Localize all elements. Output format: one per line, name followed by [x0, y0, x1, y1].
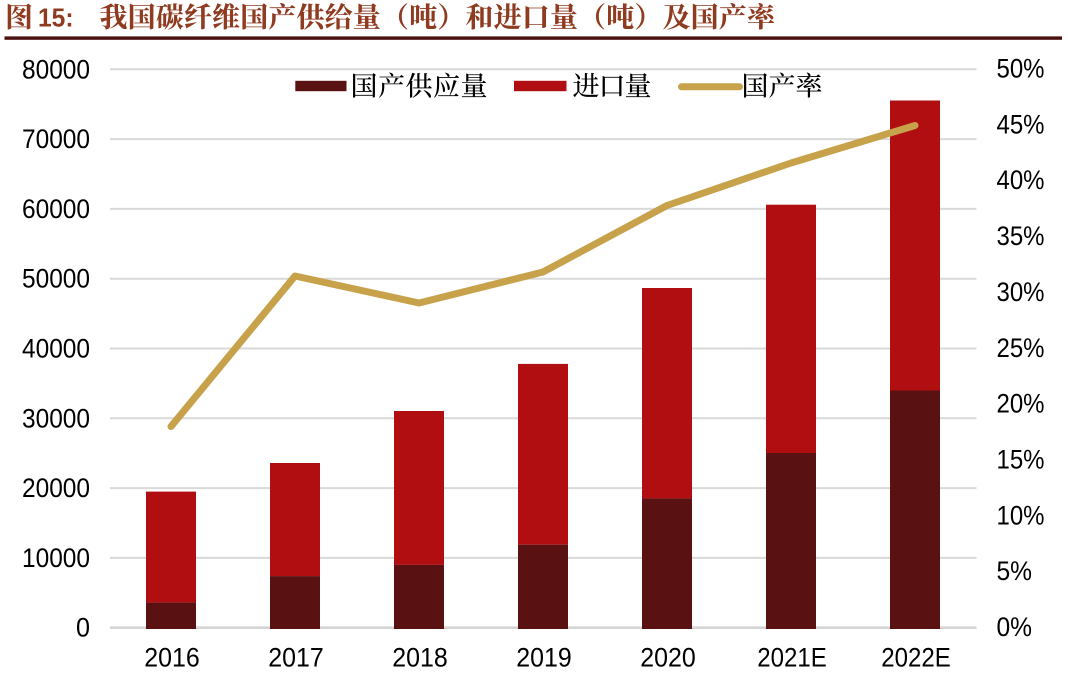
- svg-text:2016: 2016: [144, 643, 200, 673]
- svg-text:0%: 0%: [997, 612, 1033, 642]
- svg-text:2019: 2019: [516, 643, 572, 673]
- svg-text:20%: 20%: [997, 389, 1045, 419]
- svg-text:30%: 30%: [997, 277, 1045, 307]
- svg-text:5%: 5%: [997, 556, 1033, 586]
- svg-text:2022E: 2022E: [881, 643, 951, 673]
- svg-text:35%: 35%: [997, 221, 1045, 251]
- svg-text:0: 0: [76, 613, 90, 643]
- svg-text:80000: 80000: [22, 54, 90, 84]
- svg-text:2021E: 2021E: [757, 643, 827, 673]
- svg-text:15:: 15:: [38, 3, 74, 33]
- svg-text:20000: 20000: [22, 473, 90, 503]
- svg-text:2017: 2017: [268, 643, 324, 673]
- svg-text:10%: 10%: [997, 500, 1045, 530]
- svg-text:40%: 40%: [997, 165, 1045, 195]
- svg-text:70000: 70000: [22, 124, 90, 154]
- svg-text:2020: 2020: [640, 643, 696, 673]
- svg-text:45%: 45%: [997, 109, 1045, 139]
- svg-text:60000: 60000: [22, 194, 90, 224]
- svg-text:2018: 2018: [392, 643, 448, 673]
- svg-text:25%: 25%: [997, 333, 1045, 363]
- svg-text:40000: 40000: [22, 334, 90, 364]
- svg-text:50000: 50000: [22, 264, 90, 294]
- svg-text:30000: 30000: [22, 403, 90, 433]
- svg-text:10000: 10000: [22, 543, 90, 573]
- svg-text:50%: 50%: [997, 53, 1045, 83]
- svg-text:15%: 15%: [997, 445, 1045, 475]
